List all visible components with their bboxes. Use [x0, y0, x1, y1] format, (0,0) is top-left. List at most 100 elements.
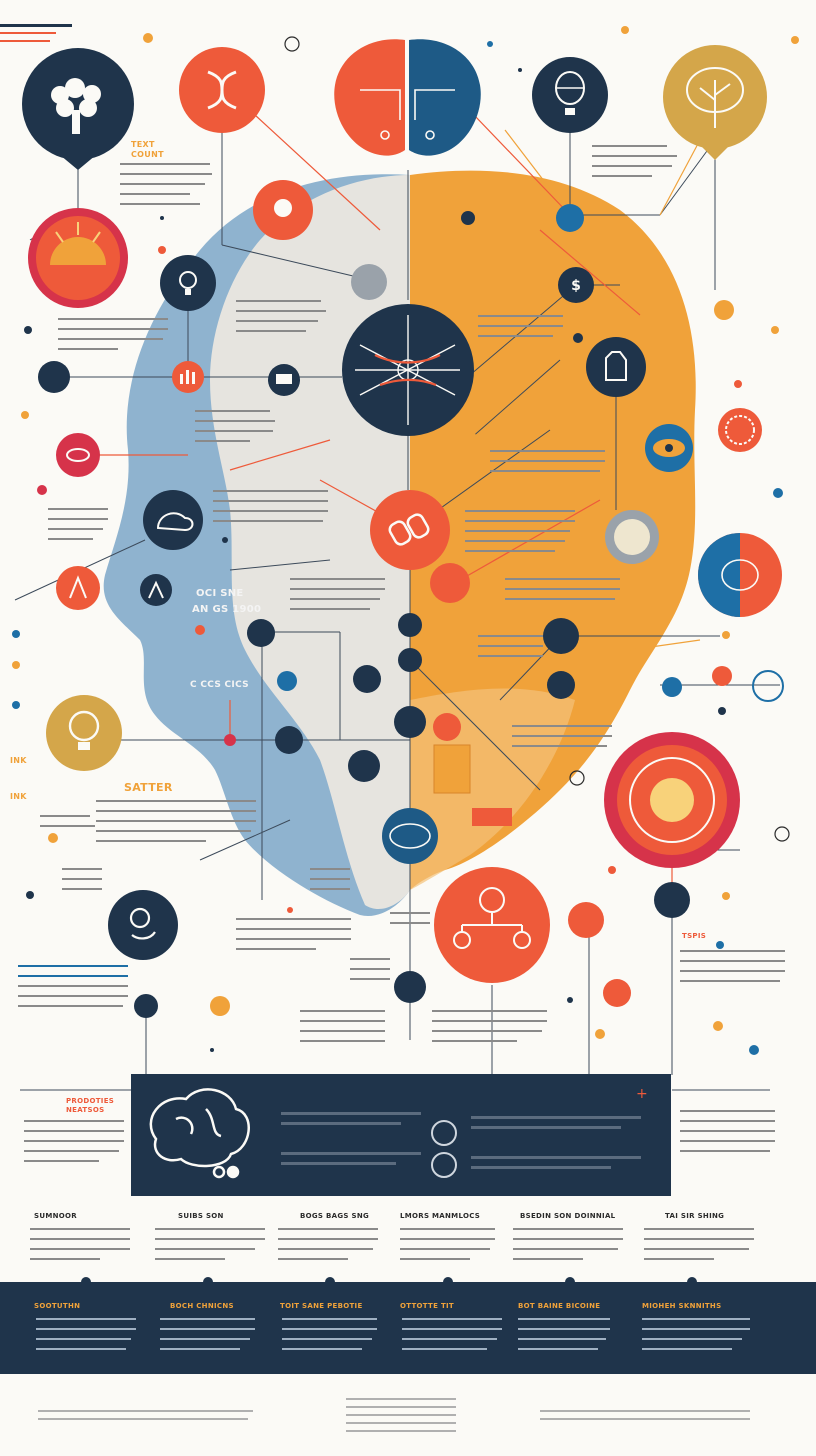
- compass-circle[interactable]: [543, 618, 579, 654]
- gear-icon: [725, 415, 755, 445]
- book-block[interactable]: [433, 744, 471, 794]
- dna-icon: [207, 70, 237, 110]
- split-brain-left[interactable]: [334, 39, 405, 156]
- panel-text-line: [281, 1122, 401, 1125]
- band-title-6: MIOHEH SKNNITHS: [642, 1302, 722, 1310]
- cauliflower-brain-circle[interactable]: [22, 48, 134, 160]
- band-title-2: BOCH CHNICNS: [170, 1302, 234, 1310]
- column-title-1: SUMNOOR: [34, 1212, 77, 1220]
- small-red-node[interactable]: [603, 979, 631, 1007]
- column-title-4: LMORS MANMLOCS: [400, 1212, 481, 1220]
- dollar-circle[interactable]: [558, 267, 594, 303]
- column-title-5: BSEDIN SON DOINNIAL: [520, 1212, 616, 1220]
- fist-node[interactable]: [353, 665, 381, 693]
- panel-circle-icon-b[interactable]: [431, 1152, 457, 1178]
- lightbulb-small-circle[interactable]: [160, 255, 216, 311]
- panel-text-line: [471, 1166, 611, 1169]
- panel-text-line: [281, 1162, 396, 1165]
- target-icon: [629, 757, 715, 843]
- robot-icon: [276, 374, 292, 384]
- small-navy-dot[interactable]: [38, 361, 70, 393]
- target-small-circle[interactable]: [430, 563, 470, 603]
- column-title-6: TAI SIR SHING: [665, 1212, 725, 1220]
- bar-chart-icon: [180, 370, 195, 384]
- small-eye-node[interactable]: [247, 619, 275, 647]
- panel-circle-icon-a[interactable]: [431, 1120, 457, 1146]
- split-brain-icon: [360, 89, 455, 140]
- globe-circle[interactable]: [382, 808, 438, 864]
- hot-air-balloon-icon: [555, 71, 585, 115]
- band-title-1: SOOTUTHN: [34, 1302, 81, 1310]
- head-center-figure: OCI SNE: [196, 588, 244, 599]
- sun-icon: [50, 237, 106, 265]
- left-side-label-a: INK: [10, 756, 27, 765]
- panel-text-line: [471, 1126, 621, 1129]
- panel-text-line: [281, 1152, 421, 1155]
- face-icon: [274, 199, 292, 217]
- panel-plus-icon: +: [636, 1086, 648, 1102]
- decorative-dots: [12, 26, 799, 1102]
- column-title-2: SUIBS SON: [178, 1212, 224, 1220]
- a-node-circle[interactable]: [140, 574, 172, 606]
- yellow-lines: [504, 129, 701, 651]
- cloud-circle[interactable]: [143, 490, 203, 550]
- gear-circle[interactable]: [718, 408, 762, 452]
- panel-text-line: [281, 1112, 421, 1115]
- triangle-circle[interactable]: [56, 566, 100, 610]
- column-title-3: BOGS BAGS SNG: [300, 1212, 370, 1220]
- brain-hemisphere-icon: [721, 559, 759, 591]
- tag-block[interactable]: [472, 808, 512, 826]
- lens-node[interactable]: [398, 613, 422, 637]
- right-side-title: TSPIS: [682, 932, 707, 940]
- panel-brain-icon: [149, 1088, 250, 1179]
- gray-circle[interactable]: [351, 264, 387, 300]
- cube-node[interactable]: [394, 706, 426, 738]
- band-title-4: OTTOTTE TIT: [400, 1302, 454, 1310]
- summary-panel: +: [131, 1074, 671, 1196]
- hand-icon: [605, 351, 627, 381]
- lightbulb-icon: [179, 271, 197, 295]
- red-node-right[interactable]: [568, 902, 604, 938]
- hand-circle[interactable]: [586, 337, 646, 397]
- split-brain-right[interactable]: [409, 39, 481, 156]
- film-node[interactable]: [348, 750, 380, 782]
- panel-text-line: [471, 1156, 641, 1159]
- lips-circle[interactable]: [56, 433, 100, 477]
- profile-circle[interactable]: [108, 890, 178, 960]
- dollar-icon: $: [571, 278, 581, 294]
- lightbulb-large-circle[interactable]: [46, 695, 122, 771]
- key-node[interactable]: [398, 648, 422, 672]
- lips-icon: [66, 448, 90, 462]
- band-title-5: BOT BAINE BICOINE: [518, 1302, 601, 1310]
- left-top-title: TEXT: [131, 140, 155, 149]
- cauliflower-brain-icon: [51, 78, 101, 134]
- bottom-band: [0, 1282, 816, 1374]
- head-lower-figure: C CCS CICS: [190, 680, 249, 690]
- refresh-circle[interactable]: [547, 671, 575, 699]
- panel-side-title: PRODOTIES NEATSOS: [66, 1097, 115, 1114]
- left-top-subtitle: COUNT: [131, 150, 164, 159]
- lightbulb-large-icon: [68, 710, 100, 750]
- navy-node-left-bottom[interactable]: [134, 994, 158, 1018]
- profile-icon: [129, 907, 156, 940]
- globe-icon: [389, 823, 431, 849]
- link-icon: [388, 513, 430, 546]
- blue-node[interactable]: [556, 204, 584, 232]
- hot-air-balloon-circle[interactable]: [532, 57, 608, 133]
- cloud-icon: [156, 512, 194, 532]
- rotate-node[interactable]: [433, 713, 461, 741]
- header-stripes: [0, 24, 72, 42]
- left-mid-title: SATTER: [124, 781, 173, 794]
- left-side-label-b: INK: [10, 792, 27, 801]
- navy-node-bottom[interactable]: [394, 971, 426, 1003]
- flower-circle[interactable]: [444, 428, 480, 464]
- blue-small-node[interactable]: [277, 671, 297, 691]
- tree-icon: [686, 67, 744, 128]
- navy-node-right[interactable]: [654, 882, 690, 918]
- panel-text-line: [471, 1116, 641, 1119]
- band-title-3: TOIT SANE PEBOTIE: [280, 1302, 363, 1310]
- a-small-node[interactable]: [275, 726, 303, 754]
- triangle-icon: [69, 575, 87, 599]
